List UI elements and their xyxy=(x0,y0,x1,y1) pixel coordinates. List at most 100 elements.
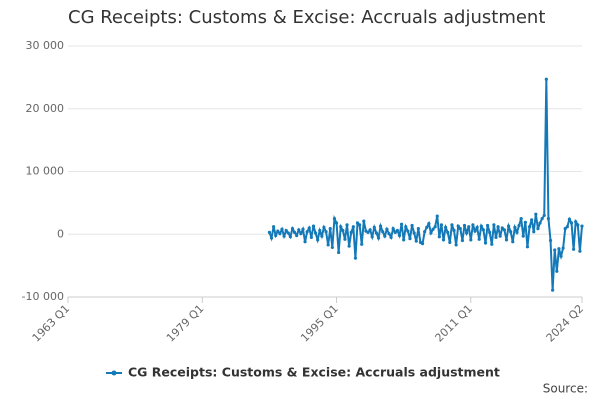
data-point xyxy=(408,237,412,241)
data-point xyxy=(462,223,467,228)
data-point xyxy=(530,218,534,222)
data-point xyxy=(328,227,332,231)
y-tick-label: 20 000 xyxy=(26,102,65,115)
data-point xyxy=(542,213,546,218)
data-point xyxy=(553,248,557,252)
data-point xyxy=(477,237,481,241)
data-point xyxy=(467,225,471,229)
data-point xyxy=(349,230,353,234)
data-point xyxy=(332,216,337,221)
data-point xyxy=(513,225,517,229)
data-point xyxy=(353,256,358,260)
y-tick-label: 30 000 xyxy=(26,39,65,52)
data-point xyxy=(347,244,351,248)
data-point xyxy=(506,224,511,228)
data-point xyxy=(297,228,301,232)
legend-marker xyxy=(111,370,117,376)
data-point xyxy=(383,234,387,238)
data-point xyxy=(511,240,515,244)
data-point xyxy=(337,250,341,255)
data-point xyxy=(519,216,523,221)
data-point xyxy=(561,246,565,250)
data-point xyxy=(276,229,280,233)
data-point xyxy=(475,225,479,229)
data-point xyxy=(301,227,305,231)
data-point xyxy=(423,230,427,234)
data-point xyxy=(427,221,431,226)
data-point xyxy=(341,228,345,233)
data-point xyxy=(360,242,364,246)
data-point xyxy=(324,230,328,234)
data-point xyxy=(326,243,330,247)
data-point xyxy=(517,223,521,228)
data-point xyxy=(544,77,548,81)
data-point xyxy=(318,228,322,233)
data-point xyxy=(274,233,278,238)
data-point xyxy=(420,242,425,246)
data-point xyxy=(452,228,456,233)
data-point xyxy=(458,227,462,231)
data-point xyxy=(502,228,506,232)
data-point xyxy=(334,221,339,225)
series-line xyxy=(268,79,583,291)
data-point xyxy=(362,219,366,223)
data-point xyxy=(322,225,326,229)
data-point xyxy=(435,214,439,218)
data-point xyxy=(546,216,551,221)
data-point xyxy=(473,229,477,233)
data-point xyxy=(567,217,572,221)
data-point xyxy=(399,222,404,226)
data-point xyxy=(406,229,410,233)
data-point xyxy=(389,235,393,239)
data-point xyxy=(402,238,406,242)
data-point xyxy=(572,247,576,251)
chart-title: CG Receipts: Customs & Excise: Accruals … xyxy=(68,7,545,28)
data-point xyxy=(515,230,519,234)
data-point xyxy=(465,231,469,235)
data-point xyxy=(431,227,435,231)
x-tick-label: 2024 Q2 xyxy=(544,302,587,345)
data-point xyxy=(368,228,372,232)
data-point xyxy=(416,227,420,231)
data-point xyxy=(286,231,290,235)
data-point xyxy=(548,238,553,243)
data-point xyxy=(278,232,282,236)
data-point xyxy=(576,223,580,227)
data-point xyxy=(397,233,402,238)
data-point xyxy=(366,230,370,234)
data-point xyxy=(429,231,433,235)
data-point xyxy=(288,235,292,239)
data-point xyxy=(351,225,355,229)
data-point xyxy=(538,221,542,225)
data-point xyxy=(525,245,530,249)
data-point xyxy=(393,230,397,234)
data-point xyxy=(450,223,454,227)
data-point xyxy=(500,226,504,230)
data-point xyxy=(414,239,418,243)
data-point xyxy=(299,232,303,236)
data-point xyxy=(309,235,313,239)
data-point xyxy=(345,223,349,227)
data-point xyxy=(437,235,441,239)
source: Source: xyxy=(543,382,588,396)
x-tick-label: 1979 Q1 xyxy=(164,302,207,345)
data-point xyxy=(534,212,538,216)
data-point xyxy=(492,223,496,227)
data-point xyxy=(313,231,318,235)
data-point xyxy=(433,225,437,229)
data-point xyxy=(391,227,395,231)
data-point xyxy=(395,228,399,233)
data-point xyxy=(532,230,536,234)
data-point xyxy=(425,225,429,229)
data-point xyxy=(479,224,483,228)
data-point xyxy=(448,240,452,245)
data-point xyxy=(523,220,527,224)
x-tick-label: 1963 Q1 xyxy=(30,302,73,345)
data-point xyxy=(372,225,376,229)
data-point xyxy=(374,231,378,235)
data-point xyxy=(343,237,347,241)
data-point xyxy=(290,227,295,231)
data-point xyxy=(412,231,416,235)
data-point xyxy=(563,227,567,231)
